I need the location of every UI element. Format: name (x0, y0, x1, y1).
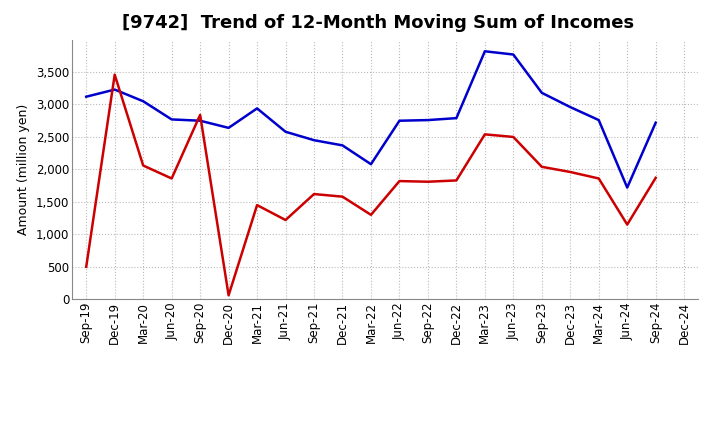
Ordinary Income (509, 52, 518, 57)
Net Income (110, 72, 119, 77)
Ordinary Income (282, 129, 290, 134)
Ordinary Income (566, 104, 575, 110)
Ordinary Income (452, 115, 461, 121)
Ordinary Income (623, 185, 631, 190)
Ordinary Income (338, 143, 347, 148)
Net Income (196, 112, 204, 117)
Net Income (480, 132, 489, 137)
Ordinary Income (395, 118, 404, 123)
Net Income (423, 179, 432, 184)
Net Income (82, 264, 91, 269)
Ordinary Income (652, 120, 660, 125)
Line: Ordinary Income: Ordinary Income (86, 51, 656, 187)
Ordinary Income (253, 106, 261, 111)
Net Income (537, 164, 546, 169)
Ordinary Income (225, 125, 233, 131)
Ordinary Income (110, 87, 119, 92)
Y-axis label: Amount (million yen): Amount (million yen) (17, 104, 30, 235)
Ordinary Income (139, 99, 148, 104)
Ordinary Income (167, 117, 176, 122)
Text: [9742]  Trend of 12-Month Moving Sum of Incomes: [9742] Trend of 12-Month Moving Sum of I… (122, 15, 634, 33)
Ordinary Income (310, 138, 318, 143)
Net Income (652, 175, 660, 180)
Ordinary Income (595, 117, 603, 123)
Ordinary Income (423, 117, 432, 123)
Net Income (566, 169, 575, 175)
Net Income (282, 217, 290, 223)
Net Income (225, 293, 233, 298)
Ordinary Income (196, 118, 204, 123)
Net Income (167, 176, 176, 181)
Line: Net Income: Net Income (86, 75, 656, 295)
Net Income (452, 178, 461, 183)
Net Income (139, 163, 148, 168)
Net Income (623, 222, 631, 227)
Net Income (253, 202, 261, 208)
Ordinary Income (537, 90, 546, 95)
Ordinary Income (480, 49, 489, 54)
Ordinary Income (82, 94, 91, 99)
Net Income (395, 179, 404, 184)
Net Income (509, 134, 518, 139)
Net Income (338, 194, 347, 199)
Ordinary Income (366, 161, 375, 167)
Net Income (366, 212, 375, 217)
Net Income (310, 191, 318, 197)
Net Income (595, 176, 603, 181)
